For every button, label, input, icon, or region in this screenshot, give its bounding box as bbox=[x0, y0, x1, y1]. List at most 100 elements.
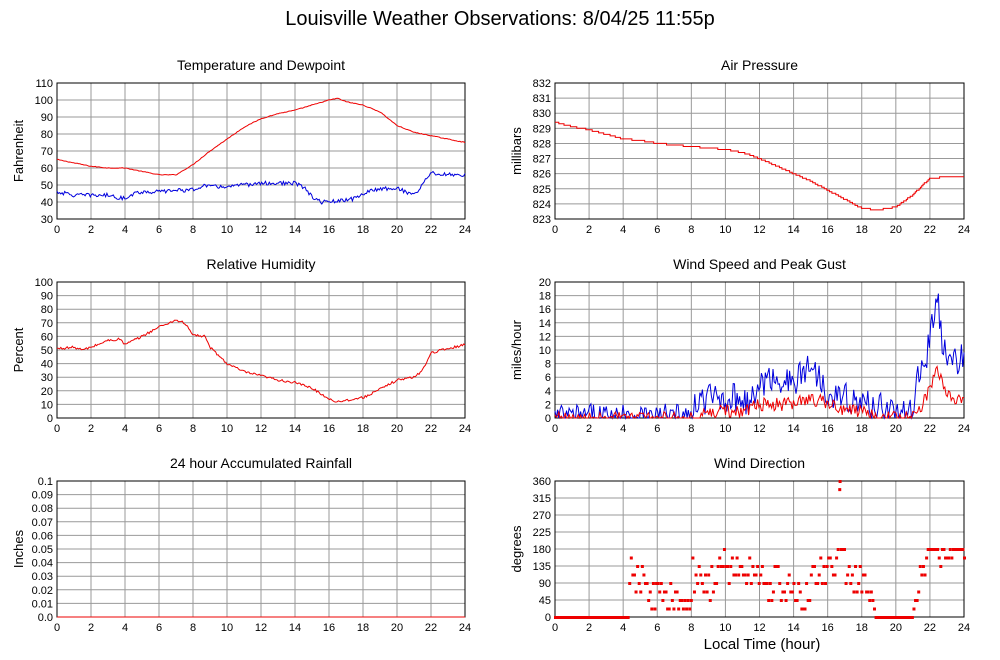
y-tick-label: 45 bbox=[539, 595, 551, 607]
y-tick-label: 60 bbox=[41, 163, 53, 175]
data-point bbox=[925, 556, 929, 560]
data-point bbox=[738, 565, 742, 568]
data-point bbox=[678, 599, 682, 602]
x-tick-label: 20 bbox=[391, 622, 403, 634]
data-point bbox=[891, 616, 895, 619]
data-point bbox=[917, 590, 921, 594]
x-tick-label: 24 bbox=[459, 224, 471, 236]
x-tick-label: 22 bbox=[425, 224, 437, 236]
data-point bbox=[727, 582, 731, 585]
data-point bbox=[661, 599, 665, 602]
x-tick-label: 4 bbox=[620, 224, 626, 236]
y-tick-label: 0.02 bbox=[32, 585, 53, 597]
x-tick-label: 12 bbox=[255, 622, 267, 634]
data-point bbox=[888, 616, 892, 619]
x-tick-label: 14 bbox=[787, 423, 799, 435]
data-point bbox=[590, 616, 594, 619]
data-point bbox=[579, 616, 583, 619]
data-point bbox=[936, 548, 940, 551]
x-tick-label: 12 bbox=[753, 622, 765, 634]
y-axis-label: degrees bbox=[509, 525, 524, 572]
y-tick-label: 50 bbox=[41, 345, 53, 357]
data-point bbox=[928, 548, 932, 551]
data-point bbox=[588, 616, 592, 619]
x-tick-label: 2 bbox=[88, 224, 94, 236]
data-point bbox=[724, 565, 728, 568]
data-point bbox=[801, 607, 805, 611]
y-tick-label: 315 bbox=[533, 493, 551, 505]
y-tick-label: 0 bbox=[47, 413, 53, 425]
data-point bbox=[737, 573, 741, 577]
data-point bbox=[794, 599, 798, 602]
data-point bbox=[757, 582, 761, 585]
y-tick-label: 825 bbox=[533, 184, 551, 196]
data-point bbox=[838, 488, 842, 492]
y-tick-label: 829 bbox=[533, 123, 551, 135]
data-point bbox=[568, 616, 572, 619]
y-tick-label: 824 bbox=[533, 199, 551, 211]
x-tick-label: 20 bbox=[890, 423, 902, 435]
data-point bbox=[929, 548, 933, 551]
data-point bbox=[759, 573, 763, 577]
data-point bbox=[951, 548, 955, 551]
data-point bbox=[591, 616, 595, 619]
data-point bbox=[618, 616, 622, 619]
x-tick-label: 14 bbox=[289, 622, 301, 634]
data-point bbox=[872, 607, 876, 611]
data-point bbox=[822, 565, 826, 568]
data-point bbox=[835, 556, 839, 560]
y-axis-label: Fahrenheit bbox=[11, 120, 26, 183]
y-tick-label: 826 bbox=[533, 169, 551, 181]
data-point bbox=[947, 556, 951, 560]
y-tick-label: 6 bbox=[545, 372, 551, 384]
data-point bbox=[702, 590, 706, 594]
x-tick-label: 10 bbox=[719, 423, 731, 435]
data-point bbox=[651, 582, 655, 585]
x-tick-label: 20 bbox=[391, 224, 403, 236]
data-point bbox=[877, 616, 881, 619]
data-point bbox=[658, 590, 662, 594]
data-point bbox=[923, 573, 927, 577]
x-tick-label: 6 bbox=[654, 423, 660, 435]
x-tick-label: 6 bbox=[156, 622, 162, 634]
x-tick-label: 18 bbox=[856, 224, 868, 236]
data-point bbox=[786, 582, 790, 585]
data-point bbox=[920, 573, 924, 577]
y-tick-label: 10 bbox=[539, 345, 551, 357]
data-point bbox=[866, 590, 870, 594]
data-point bbox=[787, 573, 791, 577]
data-point bbox=[610, 616, 614, 619]
plot-frame bbox=[56, 82, 466, 220]
data-point bbox=[854, 565, 858, 568]
data-point bbox=[721, 565, 725, 568]
data-point bbox=[885, 616, 889, 619]
data-point bbox=[715, 582, 719, 585]
data-point bbox=[681, 607, 685, 611]
data-point bbox=[704, 573, 708, 577]
y-tick-label: 225 bbox=[533, 527, 551, 539]
data-point bbox=[672, 607, 676, 611]
y-tick-label: 80 bbox=[41, 304, 53, 316]
data-point bbox=[719, 565, 723, 568]
data-point bbox=[593, 616, 597, 619]
chart-title: Temperature and Dewpoint bbox=[177, 57, 345, 73]
y-tick-label: 90 bbox=[539, 578, 551, 590]
data-point bbox=[838, 480, 842, 483]
data-point bbox=[844, 582, 848, 585]
data-point bbox=[754, 573, 758, 577]
y-tick-label: 70 bbox=[41, 318, 53, 330]
data-point bbox=[677, 607, 681, 611]
chart-6: 0 2 4 6 8 10 12 14 16 18 20 22 240459013518022527031… bbox=[509, 455, 970, 634]
x-tick-label: 0 bbox=[54, 423, 60, 435]
data-point bbox=[865, 590, 869, 594]
x-tick-label: 2 bbox=[586, 224, 592, 236]
data-point bbox=[751, 565, 755, 568]
data-point bbox=[670, 599, 674, 602]
data-point bbox=[602, 616, 606, 619]
data-point bbox=[880, 616, 884, 619]
data-point bbox=[779, 599, 783, 602]
data-point bbox=[598, 616, 602, 619]
plot-frame bbox=[56, 281, 466, 419]
y-tick-label: 70 bbox=[41, 146, 53, 158]
data-point bbox=[836, 548, 840, 551]
